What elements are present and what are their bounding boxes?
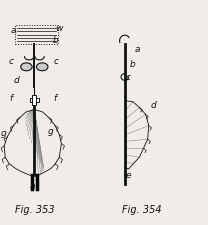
Text: c: c xyxy=(9,56,14,65)
Text: b: b xyxy=(129,60,135,69)
Text: Fig. 354: Fig. 354 xyxy=(122,204,161,214)
Text: f: f xyxy=(10,93,13,102)
Text: d: d xyxy=(151,100,157,109)
Text: g: g xyxy=(48,126,54,135)
Text: w: w xyxy=(56,24,63,33)
Ellipse shape xyxy=(21,63,32,72)
Ellipse shape xyxy=(36,63,48,72)
FancyBboxPatch shape xyxy=(32,95,36,105)
Text: e: e xyxy=(125,170,131,179)
Text: f: f xyxy=(53,93,57,102)
Text: g: g xyxy=(1,128,7,137)
Text: a: a xyxy=(135,45,140,54)
Text: b: b xyxy=(52,36,58,45)
Text: c: c xyxy=(54,56,59,65)
Text: a: a xyxy=(11,26,16,35)
Text: c: c xyxy=(125,73,130,82)
Text: d: d xyxy=(14,75,20,84)
FancyBboxPatch shape xyxy=(30,98,39,102)
Text: Fig. 353: Fig. 353 xyxy=(15,204,54,214)
Text: h: h xyxy=(29,181,35,190)
